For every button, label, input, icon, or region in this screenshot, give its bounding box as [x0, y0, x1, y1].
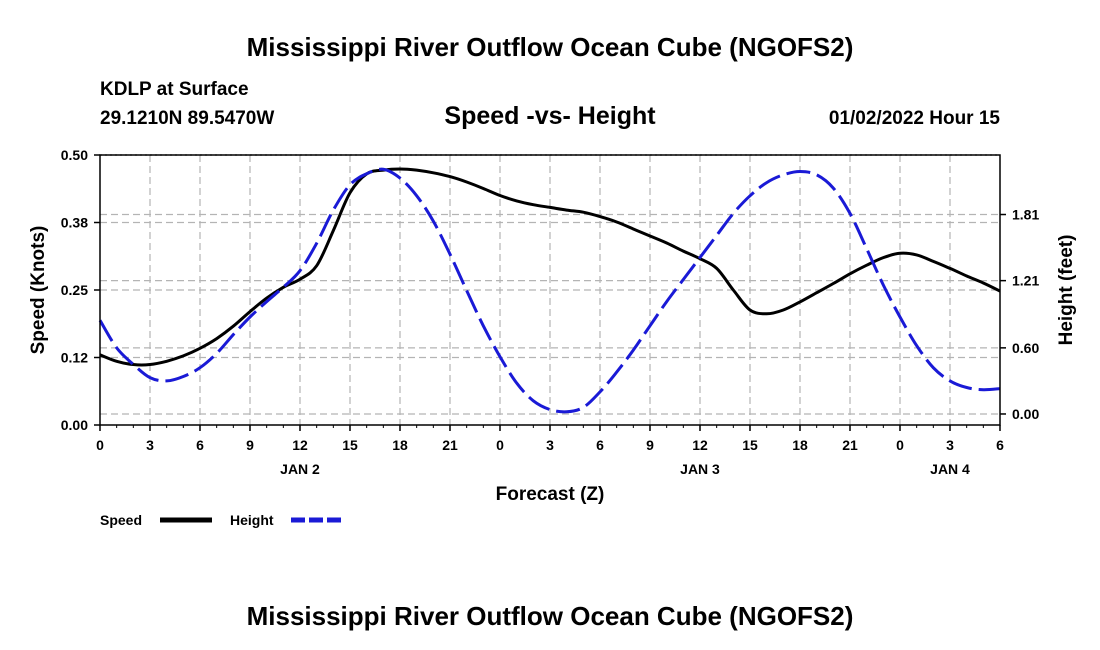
x-tick-label: 21 — [842, 437, 858, 453]
x-tick-label: 18 — [792, 437, 808, 453]
chart-title: Mississippi River Outflow Ocean Cube (NG… — [247, 32, 854, 62]
x-tick-label: 9 — [646, 437, 654, 453]
y-axis-right-label: Height (feet) — [1056, 235, 1077, 346]
y-left-tick-label: 0.00 — [61, 417, 88, 433]
x-tick-label: 3 — [146, 437, 154, 453]
footer-title: Mississippi River Outflow Ocean Cube (NG… — [247, 601, 854, 631]
y-left-tick-label: 0.50 — [61, 147, 88, 163]
x-tick-label: 3 — [546, 437, 554, 453]
y-right-tick-label: 0.60 — [1012, 340, 1039, 356]
day-label: JAN 4 — [930, 461, 970, 477]
series-line-speed — [99, 167, 1001, 367]
day-label: JAN 2 — [280, 461, 320, 477]
run-time-label: 01/02/2022 Hour 15 — [829, 108, 1001, 129]
legend-height-label: Height — [230, 512, 274, 528]
x-tick-label: 6 — [596, 437, 604, 453]
x-tick-label: 0 — [96, 437, 104, 453]
x-tick-label: 6 — [996, 437, 1004, 453]
x-tick-label: 6 — [196, 437, 204, 453]
x-tick-label: 0 — [896, 437, 904, 453]
x-tick-label: 9 — [246, 437, 254, 453]
x-tick-label: 21 — [442, 437, 458, 453]
y-right-tick-label: 0.00 — [1012, 406, 1039, 422]
x-tick-label: 18 — [392, 437, 408, 453]
legend-speed-label: Speed — [100, 512, 142, 528]
series-lines — [98, 167, 1001, 414]
x-axis: 0 3 6 9 12 15 18 21 0 3 6 9 12 15 18 21 0 3 6 JAN 2 JAN 3 JAN… — [96, 425, 1004, 477]
y-left-tick-label: 0.25 — [61, 282, 88, 298]
x-tick-label: 15 — [342, 437, 358, 453]
series-line-height — [98, 167, 1001, 414]
x-tick-label: 3 — [946, 437, 954, 453]
grid — [100, 154, 1000, 425]
chart-subtitle: Speed -vs- Height — [444, 102, 656, 130]
x-tick-label: 0 — [496, 437, 504, 453]
y-axis-left: 0.00 0.12 0.25 0.38 0.50 — [61, 147, 100, 433]
location-label: 29.1210N 89.5470W — [100, 108, 274, 129]
x-tick-label: 12 — [692, 437, 708, 453]
y-left-tick-label: 0.38 — [61, 215, 88, 231]
legend: Speed Height — [100, 512, 343, 528]
day-label: JAN 3 — [680, 461, 720, 477]
y-right-tick-label: 1.81 — [1012, 207, 1039, 223]
y-axis-right: 0.00 0.60 1.21 1.81 — [1000, 207, 1039, 422]
x-tick-label: 15 — [742, 437, 758, 453]
x-tick-label: 12 — [292, 437, 308, 453]
x-axis-label: Forecast (Z) — [496, 484, 605, 505]
y-right-tick-label: 1.21 — [1012, 273, 1039, 289]
y-left-tick-label: 0.12 — [61, 350, 88, 366]
y-axis-left-label: Speed (Knots) — [28, 226, 49, 355]
station-label: KDLP at Surface — [100, 79, 249, 100]
